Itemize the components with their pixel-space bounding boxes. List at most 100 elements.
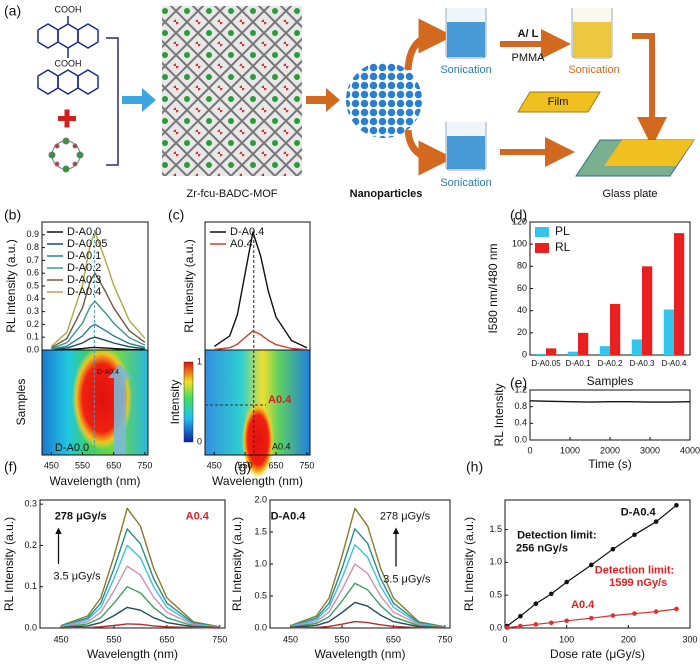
chem-label: COOH (55, 58, 82, 68)
y-tick-label: 0.5 (489, 590, 502, 600)
fit-line (507, 608, 677, 629)
y-tick-label: 120 (512, 216, 527, 226)
annotation: D-A0.4 (621, 507, 657, 519)
chem-label: COOH (55, 4, 82, 14)
y-tick-label: 0.0 (489, 622, 502, 632)
mof-label: Zr-fcu-BADC-MOF (186, 188, 277, 200)
point (518, 613, 523, 619)
point (548, 591, 554, 597)
legend-label: PL (555, 224, 570, 238)
series-line (60, 565, 220, 628)
panel-label: (b) (4, 207, 21, 223)
x-tick-label: 550 (334, 634, 349, 644)
y-axis-label: RL intensity (a.u.) (4, 239, 18, 333)
point (589, 615, 594, 621)
legend-label: D-A0.2 (67, 262, 101, 274)
series-line (60, 507, 220, 628)
np-label: Nanoparticles (350, 188, 423, 200)
y-tick-label: 0.8 (514, 401, 527, 411)
x-tick-label: 750 (437, 634, 452, 644)
film (517, 91, 601, 113)
step-label: PMMA (512, 52, 546, 64)
y-tick-label: 0.2 (26, 319, 39, 329)
legend-swatch (535, 227, 549, 237)
y-axis-label: I580 nm/I480 nm (486, 243, 500, 333)
x-tick-label: 200 (621, 634, 636, 644)
point (674, 606, 679, 612)
series-line (214, 330, 307, 351)
y-tick-label: 0 (522, 349, 527, 359)
series-line (290, 582, 445, 629)
annotation: D-A0.0 (55, 442, 89, 454)
bar (567, 351, 578, 355)
colorbar (183, 361, 194, 443)
x-tick-label: D-A0.3 (630, 359, 655, 368)
annotation: D-A0.4 (97, 369, 119, 376)
annotation: A0.4 (272, 441, 291, 451)
x-tick-label: 450 (207, 460, 222, 470)
series-line (213, 231, 308, 349)
panel-label: (h) (466, 459, 483, 475)
bar (578, 332, 589, 355)
chart: (c) RL intensity (a.u.) Wavelength (nm) 450… (168, 207, 314, 488)
arrow (404, 129, 454, 176)
colorbar-tick-label: 0 (197, 436, 202, 446)
x-tick-label: 750 (137, 460, 152, 470)
point (533, 622, 539, 627)
x-axis-label: Wavelength (nm) (87, 647, 178, 661)
bar (599, 346, 610, 355)
legend-label: D-A0.1 (67, 250, 101, 262)
annotation: 278 μGy/s (55, 511, 107, 523)
point (548, 620, 554, 626)
point (504, 625, 510, 630)
molecule (37, 16, 99, 95)
chart: (f) 0.0 0.1 0.2 0.3 RL Intensity (a.u.) Wavele… (2, 459, 227, 661)
y-axis-label: RL Intensity (a.u.) (230, 517, 244, 611)
x-tick-label: 650 (269, 460, 284, 470)
y-tick-label: 80 (517, 261, 527, 271)
y-tick-label: 100 (512, 239, 527, 249)
x-tick-label: 550 (238, 460, 253, 470)
series-line (529, 400, 691, 403)
x-axis-label: Time (s) (588, 457, 632, 471)
annotation: Detection limit: (517, 530, 596, 542)
x-tick-label: 0 (502, 634, 507, 644)
series-line (290, 528, 446, 628)
beaker (445, 8, 487, 59)
x-axis-label: Wavelength (nm) (315, 647, 406, 661)
bar (535, 353, 546, 355)
chart: (d) 0 20 40 60 80 100 120 I580 nm/I480 nm Samples… (486, 207, 691, 388)
legend-label: D-A0.3 (67, 274, 101, 286)
legend-swatch (535, 243, 549, 253)
arrow (122, 88, 156, 112)
colorbar-label: Intensity (168, 380, 182, 425)
y-axis-label: RL Intensity (a.u.) (2, 517, 16, 611)
y-tick-label: 0.0 (254, 622, 267, 632)
x-tick-label: 550 (106, 634, 121, 644)
y-tick-label: 0.3 (26, 306, 39, 316)
x-tick-label: D-A0.05 (531, 359, 561, 368)
x-tick-label: 1000 (560, 445, 580, 455)
y-tick-label: 0.7 (26, 255, 39, 265)
point (533, 601, 539, 607)
heatmap-c (183, 349, 311, 478)
series-line (290, 507, 446, 628)
series-line (51, 336, 145, 351)
y-tick-label: 0.1 (26, 332, 39, 342)
x-tick-label: 3000 (640, 445, 660, 455)
point (653, 609, 659, 614)
annotation: D-A0.4 (271, 511, 307, 523)
arrow (632, 33, 667, 147)
point (632, 611, 637, 616)
step-label: Sonication (568, 64, 619, 76)
plot-frame (504, 499, 691, 629)
chart: (b) 0.0 0.1 0.2 0.3 0.4 0.5 0.6 0.7 0.8 0.9 RL inte… (4, 207, 152, 488)
point (610, 613, 616, 618)
legend-label: D-A0.0 (67, 226, 101, 238)
panel-label: (c) (168, 207, 184, 223)
x-tick-label: 550 (75, 460, 90, 470)
x-tick-label: D-A0.2 (598, 359, 623, 368)
mof-structure (162, 6, 302, 176)
beaker (571, 8, 613, 59)
arrow (404, 18, 454, 71)
